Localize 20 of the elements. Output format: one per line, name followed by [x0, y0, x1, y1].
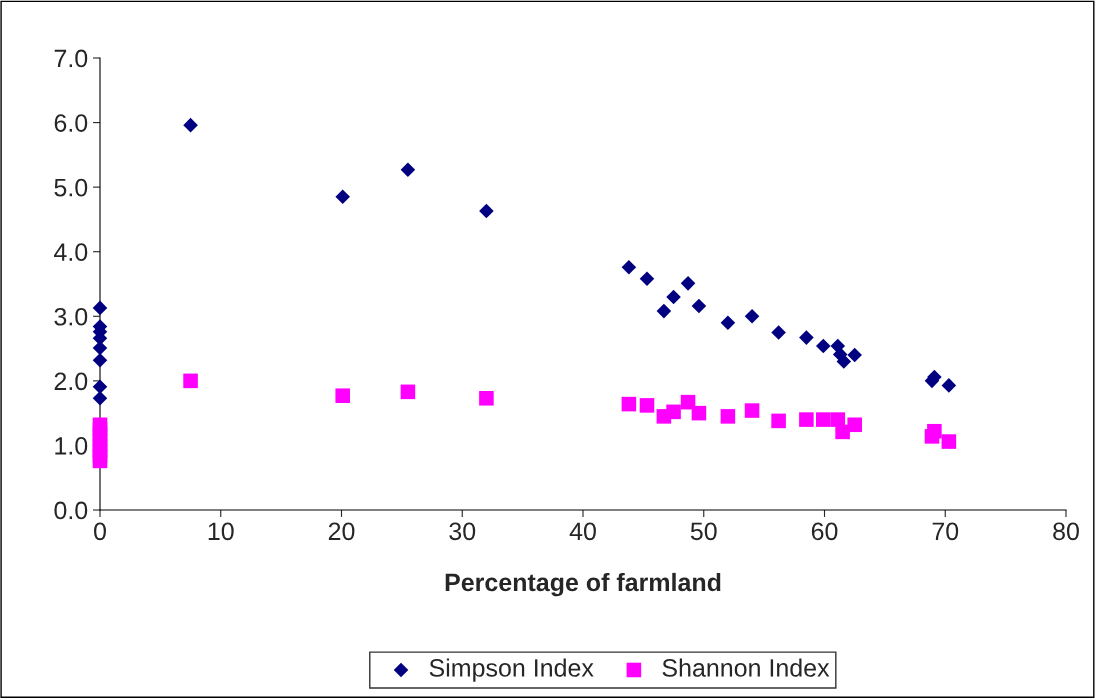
x-tick-label: 20	[328, 522, 355, 541]
legend-label: Simpson Index	[429, 658, 594, 682]
y-tick-label: 1.0	[55, 437, 88, 455]
y-tick-label: 6.0	[54, 114, 88, 132]
x-axis-title: Percentage of farmland	[445, 572, 721, 597]
y-tick-label: 2.0	[54, 372, 88, 391]
x-tick-label: 0	[94, 522, 106, 541]
y-tick-label: 0.0	[54, 501, 88, 520]
x-tick-label: 70	[932, 522, 959, 541]
x-tick-label: 40	[569, 522, 596, 541]
y-tick-label: 4.0	[54, 243, 88, 262]
x-tick-label: 10	[208, 522, 234, 541]
x-tick-label: 50	[690, 522, 717, 541]
legend-label: Shannon Index	[662, 658, 830, 677]
y-tick-label: 5.0	[54, 178, 88, 197]
x-tick-label: 30	[449, 522, 476, 541]
y-tick-label: 7.0	[54, 49, 88, 68]
x-tick-label: 80	[1053, 522, 1079, 541]
y-tick-label: 3.0	[54, 307, 88, 326]
x-tick-label: 60	[811, 522, 838, 541]
